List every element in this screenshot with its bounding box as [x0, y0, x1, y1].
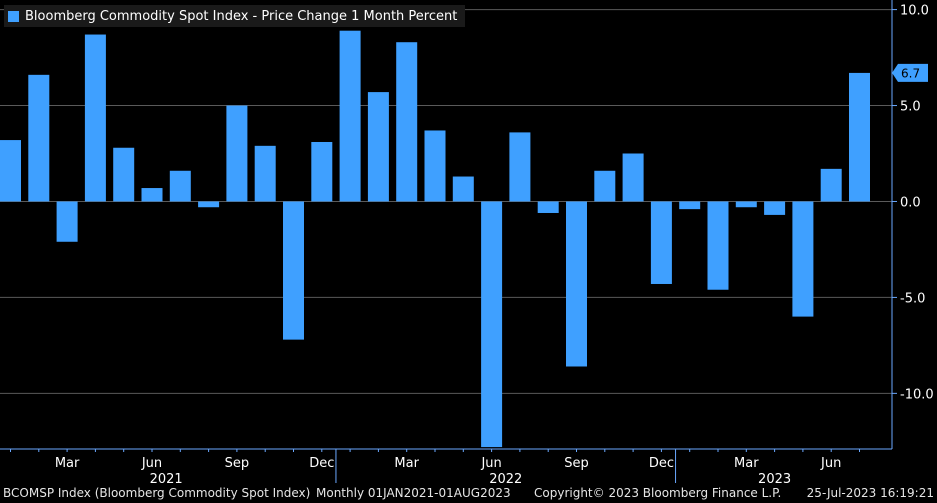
y-tick-label: 0.0: [900, 195, 921, 210]
bar: [509, 132, 531, 202]
bar: [424, 130, 446, 202]
bar: [622, 153, 644, 202]
y-tick-label: 5.0: [900, 100, 921, 115]
bar: [735, 201, 757, 208]
x-tick-label: Jun: [820, 456, 841, 471]
bar: [254, 145, 276, 202]
bar: [650, 201, 672, 284]
footer-copyright: Copyright© 2023 Bloomberg Finance L.P.: [534, 486, 782, 500]
bar: [679, 201, 701, 210]
x-tick-label: Mar: [394, 456, 419, 471]
x-tick-label: Mar: [55, 456, 80, 471]
bar: [367, 92, 389, 202]
x-tick-label: Dec: [309, 456, 334, 471]
last-value-label: 6.7: [901, 66, 920, 80]
bar: [226, 105, 248, 202]
bar: [283, 201, 304, 340]
bar: [113, 147, 135, 202]
x-tick-label: Mar: [734, 456, 759, 471]
x-tick-label: Jun: [141, 456, 162, 471]
bar: [481, 201, 503, 448]
bar: [566, 201, 587, 367]
x-tick-label: Sep: [564, 456, 589, 471]
footer-timestamp: 25-Jul-2023 16:19:21: [806, 486, 934, 500]
chart-footer: BCOMSP Index (Bloomberg Commodity Spot I…: [0, 483, 937, 503]
bar: [764, 201, 786, 215]
bar: [84, 34, 106, 202]
y-tick-label: 10.0: [900, 4, 929, 19]
footer-range: Monthly 01JAN2021-01AUG2023: [316, 486, 511, 500]
bar: [311, 141, 333, 202]
bar: [396, 42, 418, 202]
bar: [339, 30, 361, 202]
x-tick-label: Jun: [480, 456, 501, 471]
bar: [452, 176, 474, 202]
last-value-tag: [892, 63, 928, 82]
bar: [169, 170, 191, 202]
footer-security: BCOMSP Index (Bloomberg Commodity Spot I…: [3, 486, 311, 500]
bar: [594, 170, 616, 202]
x-tick-label: Dec: [649, 456, 674, 471]
bar: [537, 201, 559, 213]
x-tick-label: Sep: [225, 456, 250, 471]
bar: [820, 168, 842, 202]
bar: [707, 201, 729, 290]
bar: [28, 74, 50, 202]
legend-label: Bloomberg Commodity Spot Index - Price C…: [25, 8, 458, 24]
chart-legend: Bloomberg Commodity Spot Index - Price C…: [4, 5, 466, 27]
bar: [0, 140, 21, 202]
legend-swatch: [8, 10, 19, 22]
bar: [849, 72, 870, 202]
bar: [198, 201, 220, 208]
bar: [141, 188, 163, 202]
y-tick-label: -5.0: [900, 291, 925, 306]
bar: [792, 201, 814, 317]
bar: [56, 201, 78, 242]
y-tick-label: -10.0: [900, 387, 934, 402]
